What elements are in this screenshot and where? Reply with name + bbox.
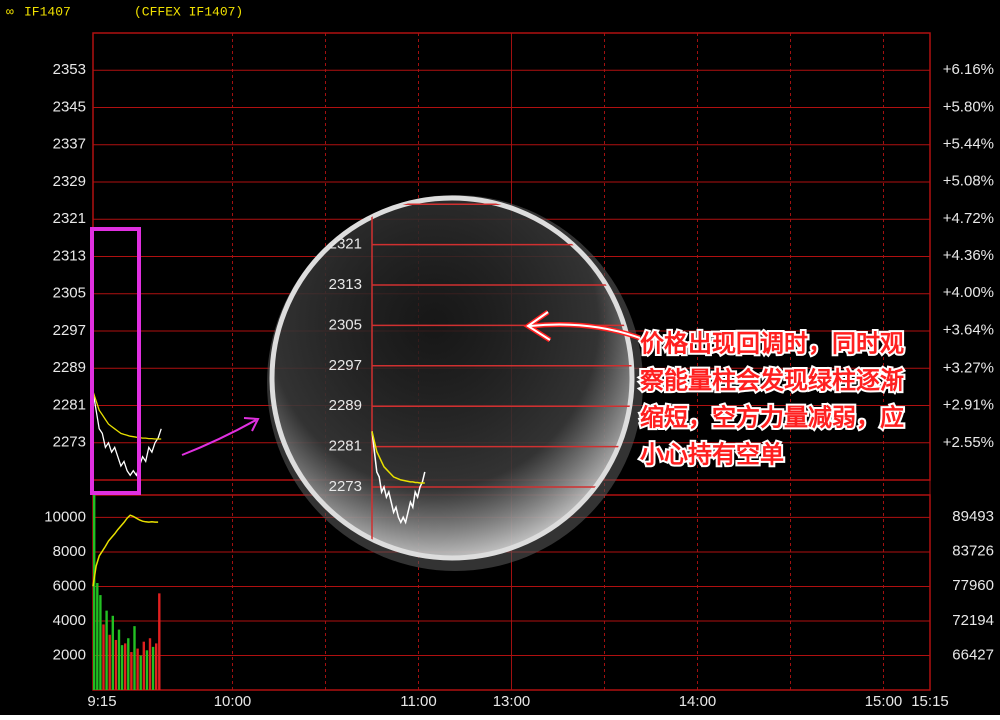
volume-bar (105, 610, 108, 690)
lens-tick-label: 2297 (329, 357, 362, 374)
volume-bar (142, 641, 145, 690)
volume-bar (114, 639, 118, 690)
y-tick-label: 2289 (53, 359, 86, 376)
y2-tick-label: 77960 (952, 577, 994, 594)
volume-bar (130, 652, 133, 690)
volume-bar (139, 655, 142, 690)
x-tick-label: 11:00 (400, 693, 436, 710)
y-tick-label: 4000 (53, 612, 86, 629)
exchange: (CFFEX IF1407) (134, 4, 243, 19)
link-icon: ∞ (6, 4, 14, 19)
y2-tick-label: +4.00% (943, 284, 994, 301)
volume-bar (124, 643, 127, 690)
lens (269, 195, 635, 561)
volume-bar (158, 593, 161, 690)
y2-tick-label: +3.64% (943, 321, 994, 338)
lens-tick-label: 2321 (329, 236, 362, 253)
x-tick-label: 10:00 (214, 693, 252, 710)
x-tick-label: 15:00 (865, 693, 903, 710)
annotation-line: 缩短，空方力量减弱，应 (640, 403, 904, 431)
price-line (92, 391, 162, 477)
y-tick-label: 2329 (53, 173, 86, 190)
volume-bar (145, 650, 149, 690)
open-interest-line (92, 514, 159, 587)
y2-tick-label: 83726 (952, 543, 994, 560)
annotation-line: 价格出现回调时，同时观 (640, 330, 904, 357)
y2-tick-label: +2.91% (943, 397, 994, 414)
y2-tick-label: +5.80% (943, 98, 994, 115)
y-tick-label: 2337 (53, 136, 86, 153)
lens-price-line (371, 431, 425, 484)
volume-bar (102, 624, 105, 690)
y-tick-label: 2353 (53, 61, 86, 78)
y-tick-label: 2281 (53, 396, 86, 413)
y2-tick-label: +3.27% (943, 359, 994, 376)
x-tick-label: 14:00 (679, 693, 717, 710)
lens-tick-label: 2281 (329, 438, 362, 455)
y2-tick-label: +4.72% (943, 210, 994, 227)
y2-tick-label: 66427 (952, 646, 994, 663)
y-tick-label: 2000 (53, 646, 86, 663)
lens-tick-label: 2289 (329, 397, 362, 414)
volume-bar (120, 645, 124, 690)
y-tick-label: 2345 (53, 98, 86, 115)
volume-bar (96, 583, 99, 690)
y-tick-label: 10000 (44, 508, 86, 525)
symbol: IF1407 (24, 4, 71, 19)
x-tick-label: 9:15 (87, 693, 116, 710)
volume-bar (155, 643, 158, 690)
lens-tick-label: 2305 (329, 316, 362, 333)
y2-tick-label: 72194 (952, 612, 994, 629)
y2-tick-label: +4.36% (943, 247, 994, 264)
volume-bar (133, 626, 136, 690)
y2-tick-label: +2.55% (943, 434, 994, 451)
volume-bar (148, 638, 152, 690)
pointer-arrow (181, 417, 260, 456)
highlight-box (90, 227, 141, 495)
volume-bar (117, 629, 121, 690)
volume-bar (99, 595, 102, 690)
y-tick-label: 2321 (53, 210, 86, 227)
volume-bar (93, 495, 96, 690)
volume-bar (127, 638, 130, 690)
annotation-arrow (526, 311, 641, 341)
volume-bar (111, 615, 114, 690)
y2-tick-label: +6.16% (943, 61, 994, 78)
y-tick-label: 6000 (53, 577, 86, 594)
volume-bar (108, 634, 111, 690)
x-tick-label: 13:00 (493, 693, 531, 710)
y-tick-label: 2297 (53, 322, 86, 339)
y-tick-label: 2305 (53, 285, 86, 302)
annotation-line: 察能量柱会发现绿柱逐渐 (640, 366, 904, 394)
y-tick-label: 8000 (53, 543, 86, 560)
y2-tick-label: 89493 (952, 508, 994, 525)
y-tick-label: 2313 (53, 247, 86, 264)
volume-bar (136, 648, 139, 690)
y2-tick-label: +5.44% (943, 135, 994, 152)
price-line (92, 391, 162, 440)
lens-tick-label: 2313 (329, 276, 362, 293)
lens-content: 2353234523372329232123132305229722892281… (329, 198, 632, 558)
lens-price-line (371, 431, 426, 525)
x-tick-label: 15:15 (911, 693, 949, 710)
volume-bar (151, 646, 155, 690)
magnifier: 2353234523372329232123132305229722892281… (267, 195, 643, 571)
header-bar (0, 0, 1000, 24)
lens-tick-label: 2273 (329, 478, 362, 495)
y-tick-label: 2273 (53, 434, 86, 451)
annotation-line: 小心持有空单 (640, 440, 784, 468)
y2-tick-label: +5.08% (943, 173, 994, 190)
